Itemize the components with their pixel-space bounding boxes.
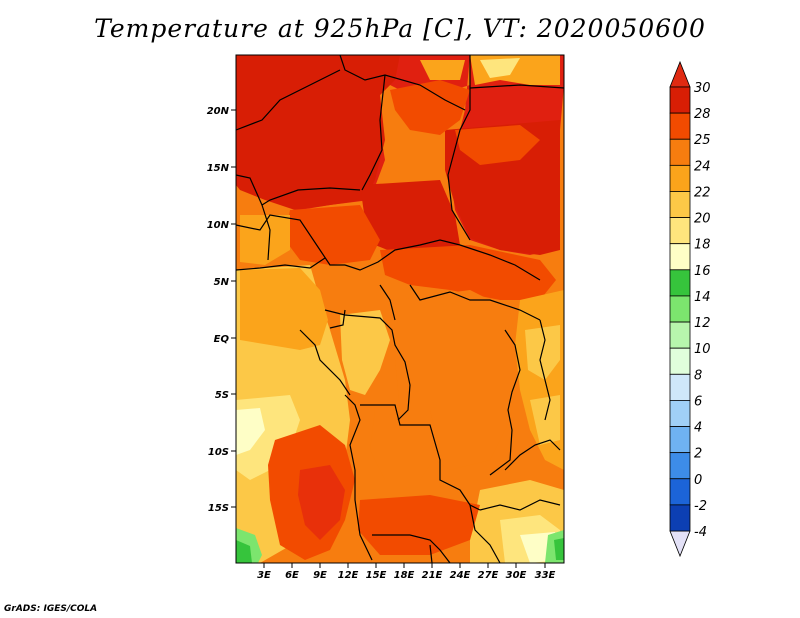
lon-tick-label: 24E — [450, 570, 471, 581]
colorbar-label: 12 — [694, 316, 711, 331]
latitude-axis: 20N 15N 10N 5N EQ 5S 10S 15S — [207, 106, 236, 514]
lat-tick-label: 5N — [214, 277, 230, 288]
colorbar-segment — [669, 164, 691, 192]
lon-tick-label: 6E — [285, 570, 299, 581]
colorbar-bottom-arrow — [669, 530, 691, 558]
colorbar-label: 14 — [694, 290, 711, 305]
colorbar-label: 0 — [694, 473, 702, 488]
colorbar-label: 6 — [694, 394, 702, 409]
colorbar-segment — [669, 243, 691, 271]
grads-credit: GrADS: IGES/COLA — [4, 604, 98, 614]
lon-tick-label: 21E — [422, 570, 443, 581]
country-borders — [235, 54, 565, 564]
lat-tick-label: 5S — [215, 390, 229, 401]
colorbar-segment — [669, 452, 691, 480]
lon-tick-label: 15E — [366, 570, 387, 581]
lon-tick-label: 3E — [257, 570, 271, 581]
colorbar-segment — [669, 321, 691, 349]
colorbar-label: 30 — [694, 81, 711, 96]
colorbar-label: 22 — [694, 185, 711, 200]
colorbar-segment — [669, 373, 691, 401]
colorbar-segment — [669, 138, 691, 166]
colorbar-label: 16 — [694, 264, 711, 279]
longitude-axis: 3E 6E 9E 12E 15E 18E 21E 24E 27E 30E 33E — [257, 563, 556, 581]
colorbar-label: 24 — [694, 159, 711, 174]
lat-tick-label: 10S — [208, 447, 229, 458]
lon-tick-label: 12E — [338, 570, 359, 581]
lat-tick-label: 10N — [207, 220, 230, 231]
colorbar-label: 18 — [694, 238, 711, 253]
colorbar-top-arrow — [669, 60, 691, 88]
colorbar-label: 28 — [694, 107, 711, 122]
lat-tick-label: 20N — [207, 106, 230, 117]
colorbar-label: 10 — [694, 342, 711, 357]
lon-tick-label: 27E — [478, 570, 499, 581]
colorbar-segment — [669, 347, 691, 375]
colorbar-segment — [669, 191, 691, 218]
colorbar-segment — [669, 112, 691, 140]
temperature-field — [236, 55, 564, 563]
colorbar-label: 8 — [694, 368, 702, 383]
colorbar-segment — [669, 295, 691, 323]
colorbar-label: 20 — [694, 212, 711, 227]
lat-tick-label: EQ — [214, 334, 230, 345]
colorbar-label: -2 — [694, 499, 707, 514]
colorbar-label: 4 — [694, 421, 702, 436]
colorbar-segment — [669, 426, 691, 454]
colorbar-label: 2 — [694, 447, 702, 462]
lon-tick-label: 18E — [394, 570, 415, 581]
colorbar-segment — [669, 217, 691, 245]
lat-tick-label: 15S — [208, 503, 229, 514]
lon-tick-label: 33E — [535, 570, 556, 581]
lon-tick-label: 9E — [313, 570, 327, 581]
colorbar-label: 25 — [694, 133, 711, 148]
colorbar-segment — [669, 269, 691, 297]
colorbar-segment — [669, 86, 691, 114]
map-title: Temperature at 925hPa [C], VT: 202005060… — [94, 14, 706, 43]
lat-tick-label: 15N — [207, 163, 230, 174]
map-frame — [235, 54, 565, 564]
colorbar-segment — [669, 400, 691, 427]
lon-tick-label: 30E — [506, 570, 527, 581]
colorbar-segment — [669, 504, 691, 532]
colorbar-segment — [669, 478, 691, 506]
colorbar-label: -4 — [694, 525, 707, 540]
